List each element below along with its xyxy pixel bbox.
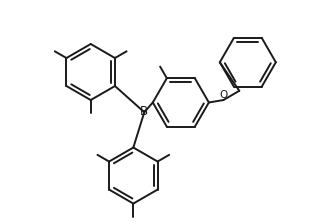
Text: B: B bbox=[140, 105, 148, 118]
Text: O: O bbox=[219, 90, 228, 100]
